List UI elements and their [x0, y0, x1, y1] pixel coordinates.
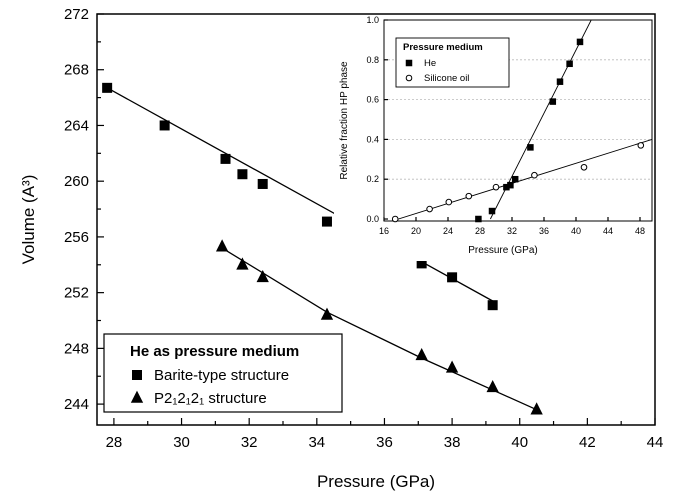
inset-y-tick-label: 0.0 — [366, 214, 379, 224]
inset-series-0-point — [507, 181, 514, 189]
inset-y-tick-label: 0.8 — [366, 55, 379, 65]
inset-x-tick-label: 32 — [507, 226, 517, 236]
inset-y-axis-title: Relative fraction HP phase — [339, 61, 350, 180]
series-0-point — [487, 300, 498, 311]
x-tick-label: 40 — [511, 434, 528, 451]
inset-series-0-point — [511, 175, 519, 183]
series-1-point — [320, 307, 334, 320]
y-tick-label: 268 — [64, 62, 89, 79]
legend-title: He as pressure medium — [130, 343, 299, 360]
inset-series-1-point — [580, 163, 588, 171]
inset-series-1-point — [445, 198, 453, 206]
series-1-point — [215, 239, 229, 252]
y-tick-label: 272 — [64, 6, 89, 23]
series-0-fit-line — [106, 87, 493, 302]
series-1-point — [415, 347, 428, 361]
series-0-point — [102, 82, 113, 93]
inset-series-0-point — [549, 98, 557, 105]
x-axis-title: Pressure (GPa) — [317, 472, 435, 491]
inset-legend-marker-circle — [405, 74, 413, 82]
inset-series-0-point — [556, 78, 564, 85]
x-tick-label: 38 — [444, 434, 461, 451]
y-tick-label: 248 — [64, 340, 89, 357]
inset-x-tick-label: 20 — [411, 226, 421, 236]
inset-legend-box — [395, 37, 510, 88]
legend-label: Barite-type structure — [154, 367, 289, 384]
x-tick-label: 42 — [579, 434, 596, 451]
inset-series-0-point — [488, 207, 496, 215]
inset-series-1-fit-line — [391, 138, 652, 221]
series-0-point — [159, 120, 170, 131]
x-tick-label: 32 — [241, 434, 258, 451]
legend-label: P2₁2₁2₁ structure — [154, 390, 267, 407]
inset-x-tick-label: 44 — [603, 226, 613, 236]
inset-y-tick-label: 0.4 — [366, 134, 379, 144]
inset-series-1-point — [391, 215, 399, 223]
inset-series-1-point — [465, 192, 473, 200]
inset-legend-title: Pressure medium — [403, 42, 483, 53]
inset-y-tick-label: 0.6 — [366, 95, 379, 105]
legend-box — [103, 333, 343, 413]
inset-x-tick-label: 40 — [571, 226, 581, 236]
series-0-point — [237, 169, 248, 180]
x-tick-label: 28 — [106, 434, 123, 451]
legend-marker-square — [132, 370, 142, 380]
series-1-fit-line — [221, 247, 537, 411]
inset-x-axis-title: Pressure (GPa) — [468, 245, 537, 256]
inset-x-tick-label: 48 — [635, 226, 645, 236]
inset-x-tick-label: 16 — [379, 226, 389, 236]
main-legend: He as pressure medium Barite-type structu… — [103, 333, 343, 413]
y-tick-label: 244 — [64, 396, 89, 413]
inset-legend-marker-square — [405, 59, 413, 67]
y-tick-label: 252 — [64, 285, 89, 302]
inset-series-1-point — [492, 183, 500, 191]
y-axis-title: Volume (A³) — [19, 175, 38, 265]
series-0-point — [447, 272, 458, 283]
inset-legend-label: Silicone oil — [424, 73, 469, 84]
inset-plot: 16 20 24 28 32 36 40 44 48 0.0 0.2 0.4 0.6 0.8 1.0 Pres… — [334, 15, 654, 261]
inset-series-0-point — [566, 60, 573, 68]
inset-y-tick-label: 0.2 — [366, 174, 379, 184]
series-0-point — [257, 178, 268, 189]
series-1-point — [445, 360, 459, 373]
y-tick-label: 256 — [64, 229, 89, 246]
y-tick-label: 260 — [64, 173, 89, 190]
y-tick-label: 264 — [64, 117, 89, 134]
inset-x-tick-label: 36 — [539, 226, 549, 236]
inset-series-1-point — [531, 171, 538, 179]
inset-series-0-point — [576, 38, 584, 46]
x-tick-label: 34 — [308, 434, 325, 451]
inset-series-1-point — [426, 205, 433, 213]
series-0-point — [220, 153, 231, 164]
x-tick-label: 30 — [173, 434, 190, 451]
inset-series-0-point — [527, 144, 534, 151]
series-1-point — [486, 380, 499, 393]
series-0-point — [321, 216, 332, 227]
inset-series-0-point — [475, 215, 482, 223]
inset-x-tick-label: 24 — [443, 226, 453, 236]
x-tick-label: 36 — [376, 434, 393, 451]
series-1-point — [236, 257, 249, 270]
main-plot: 28 30 32 34 36 38 40 42 44 244 248 252 256 260 264 268 2… — [19, 6, 663, 491]
inset-frame — [383, 19, 653, 222]
inset-series-1-point — [637, 142, 645, 149]
series-1-point — [256, 269, 269, 283]
legend-marker-triangle — [130, 390, 144, 403]
x-tick-label: 44 — [647, 434, 664, 451]
inset-x-tick-label: 28 — [475, 226, 485, 236]
plot-frame — [96, 13, 656, 426]
series-1-point — [530, 402, 543, 415]
inset-legend-label: He — [424, 58, 436, 69]
inset-y-tick-label: 1.0 — [366, 15, 379, 25]
